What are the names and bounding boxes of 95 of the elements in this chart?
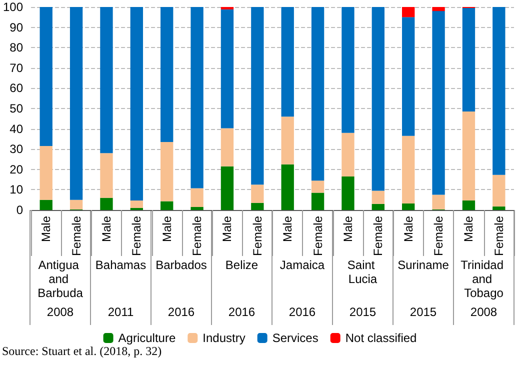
bar (402, 7, 415, 18)
y-tick-label: 40 (10, 122, 24, 136)
y-tick-label: 80 (10, 40, 24, 55)
bar (342, 132, 354, 177)
x-tick-label: Female (492, 216, 506, 256)
x-tick-label: Female (250, 216, 264, 256)
bar (492, 7, 506, 175)
bar (190, 206, 204, 210)
bar (432, 11, 445, 195)
bar (402, 136, 415, 204)
text: 2016 (228, 305, 256, 319)
text: 2015 (349, 305, 376, 319)
bar (220, 166, 234, 210)
text: 2016 (288, 305, 316, 319)
bar (402, 17, 415, 136)
x-tick-label: Male (340, 216, 355, 242)
x-tick-label: Male (401, 216, 416, 242)
text: Antigua and Barbuda (38, 258, 84, 300)
legend-label: Services (272, 331, 318, 345)
legend-label: Not classified (345, 331, 417, 345)
y-tick-label: 10 (10, 182, 24, 197)
text: Belize (225, 258, 258, 272)
bar (160, 7, 174, 142)
text: Bahamas (95, 258, 146, 272)
bar (492, 174, 506, 207)
bar (372, 204, 384, 210)
bar (251, 202, 264, 210)
bar (281, 164, 294, 210)
bar (100, 7, 113, 154)
text: 2008 (470, 305, 498, 319)
bar (220, 128, 234, 166)
text: Saint Lucia (347, 258, 378, 286)
bar (40, 200, 52, 210)
bar (70, 200, 83, 210)
bar (220, 9, 234, 128)
bar (130, 7, 144, 200)
bar (160, 142, 174, 202)
bar (402, 204, 415, 210)
bar (100, 198, 113, 210)
bar (100, 153, 113, 198)
text: 2008 (46, 305, 74, 319)
bar (251, 7, 264, 185)
bar (281, 116, 294, 164)
text: Suriname (398, 258, 450, 272)
x-tick-label: Female (190, 216, 204, 256)
bar (311, 192, 324, 210)
y-tick-label: 60 (10, 81, 24, 96)
bar (311, 180, 324, 193)
x-tick-label: Female (371, 216, 386, 256)
x-tick-label: Female (432, 216, 446, 256)
bar (311, 7, 324, 181)
bar (342, 7, 354, 133)
x-tick-label: Female (69, 216, 84, 256)
bar (372, 7, 384, 191)
text: Jamaica (280, 258, 325, 272)
y-tick-label: 90 (10, 20, 24, 34)
bar (462, 200, 476, 210)
bar (342, 176, 354, 210)
x-tick-label: Male (39, 216, 54, 242)
bar (70, 7, 83, 200)
bar (372, 190, 384, 204)
y-tick-label: 30 (10, 142, 24, 156)
bar (190, 188, 204, 207)
bar (462, 8, 476, 112)
bar (130, 200, 144, 208)
legend-label: Agriculture (118, 331, 176, 345)
x-tick-label: Male (462, 216, 476, 242)
bar (281, 7, 294, 117)
text: 2015 (410, 305, 437, 319)
text: 2016 (168, 305, 195, 319)
bar (160, 201, 174, 210)
bar (251, 184, 264, 203)
text: 2011 (108, 305, 134, 319)
y-tick-label: 0 (16, 203, 24, 217)
x-tick-label: Female (310, 216, 325, 256)
x-tick-label: Male (280, 216, 295, 242)
bar (40, 7, 52, 146)
legend-label: Industry (202, 331, 246, 345)
source-note: Source: Stuart et al. (2018, p. 32) (2, 344, 162, 358)
y-tick-label: 100 (2, 0, 24, 14)
x-tick-label: Male (160, 216, 174, 242)
bar (432, 7, 445, 12)
y-tick-label: 70 (10, 60, 24, 75)
bar (190, 7, 204, 188)
x-tick-label: Male (220, 216, 234, 242)
x-tick-label: Female (130, 216, 144, 256)
bar (432, 194, 445, 210)
x-tick-label: Male (99, 216, 114, 242)
bar (492, 206, 506, 210)
bar (462, 112, 476, 200)
text: Barbados (156, 258, 207, 272)
text: Trinidad and Tobago (460, 258, 507, 300)
y-tick-label: 20 (10, 162, 24, 176)
bar (40, 146, 52, 200)
y-tick-label: 50 (10, 102, 24, 116)
